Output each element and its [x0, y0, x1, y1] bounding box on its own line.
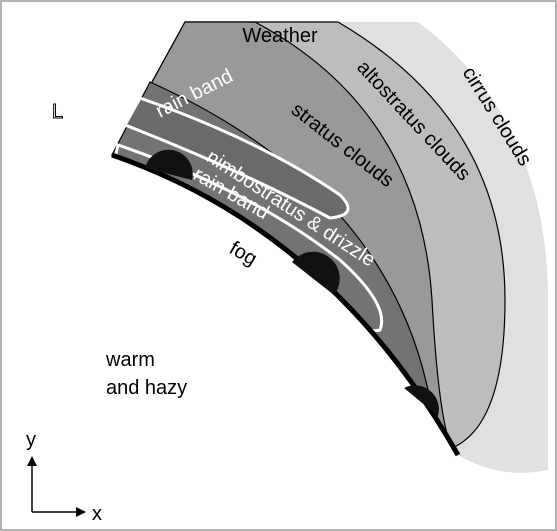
x-arrow	[76, 507, 86, 517]
front-symbol	[404, 385, 439, 416]
rain-band-upper	[122, 96, 350, 220]
y-arrow	[27, 456, 37, 466]
title: Weather	[242, 25, 318, 47]
front-symbol	[145, 149, 193, 180]
warm-label: and hazy	[106, 377, 187, 399]
pressure-symbol: L	[52, 101, 63, 123]
front-symbol	[292, 251, 340, 295]
y-axis-label: y	[26, 429, 36, 451]
warm-label: warm	[105, 349, 155, 371]
rain-band-lower	[113, 143, 384, 333]
x-axis-label: x	[92, 503, 102, 525]
